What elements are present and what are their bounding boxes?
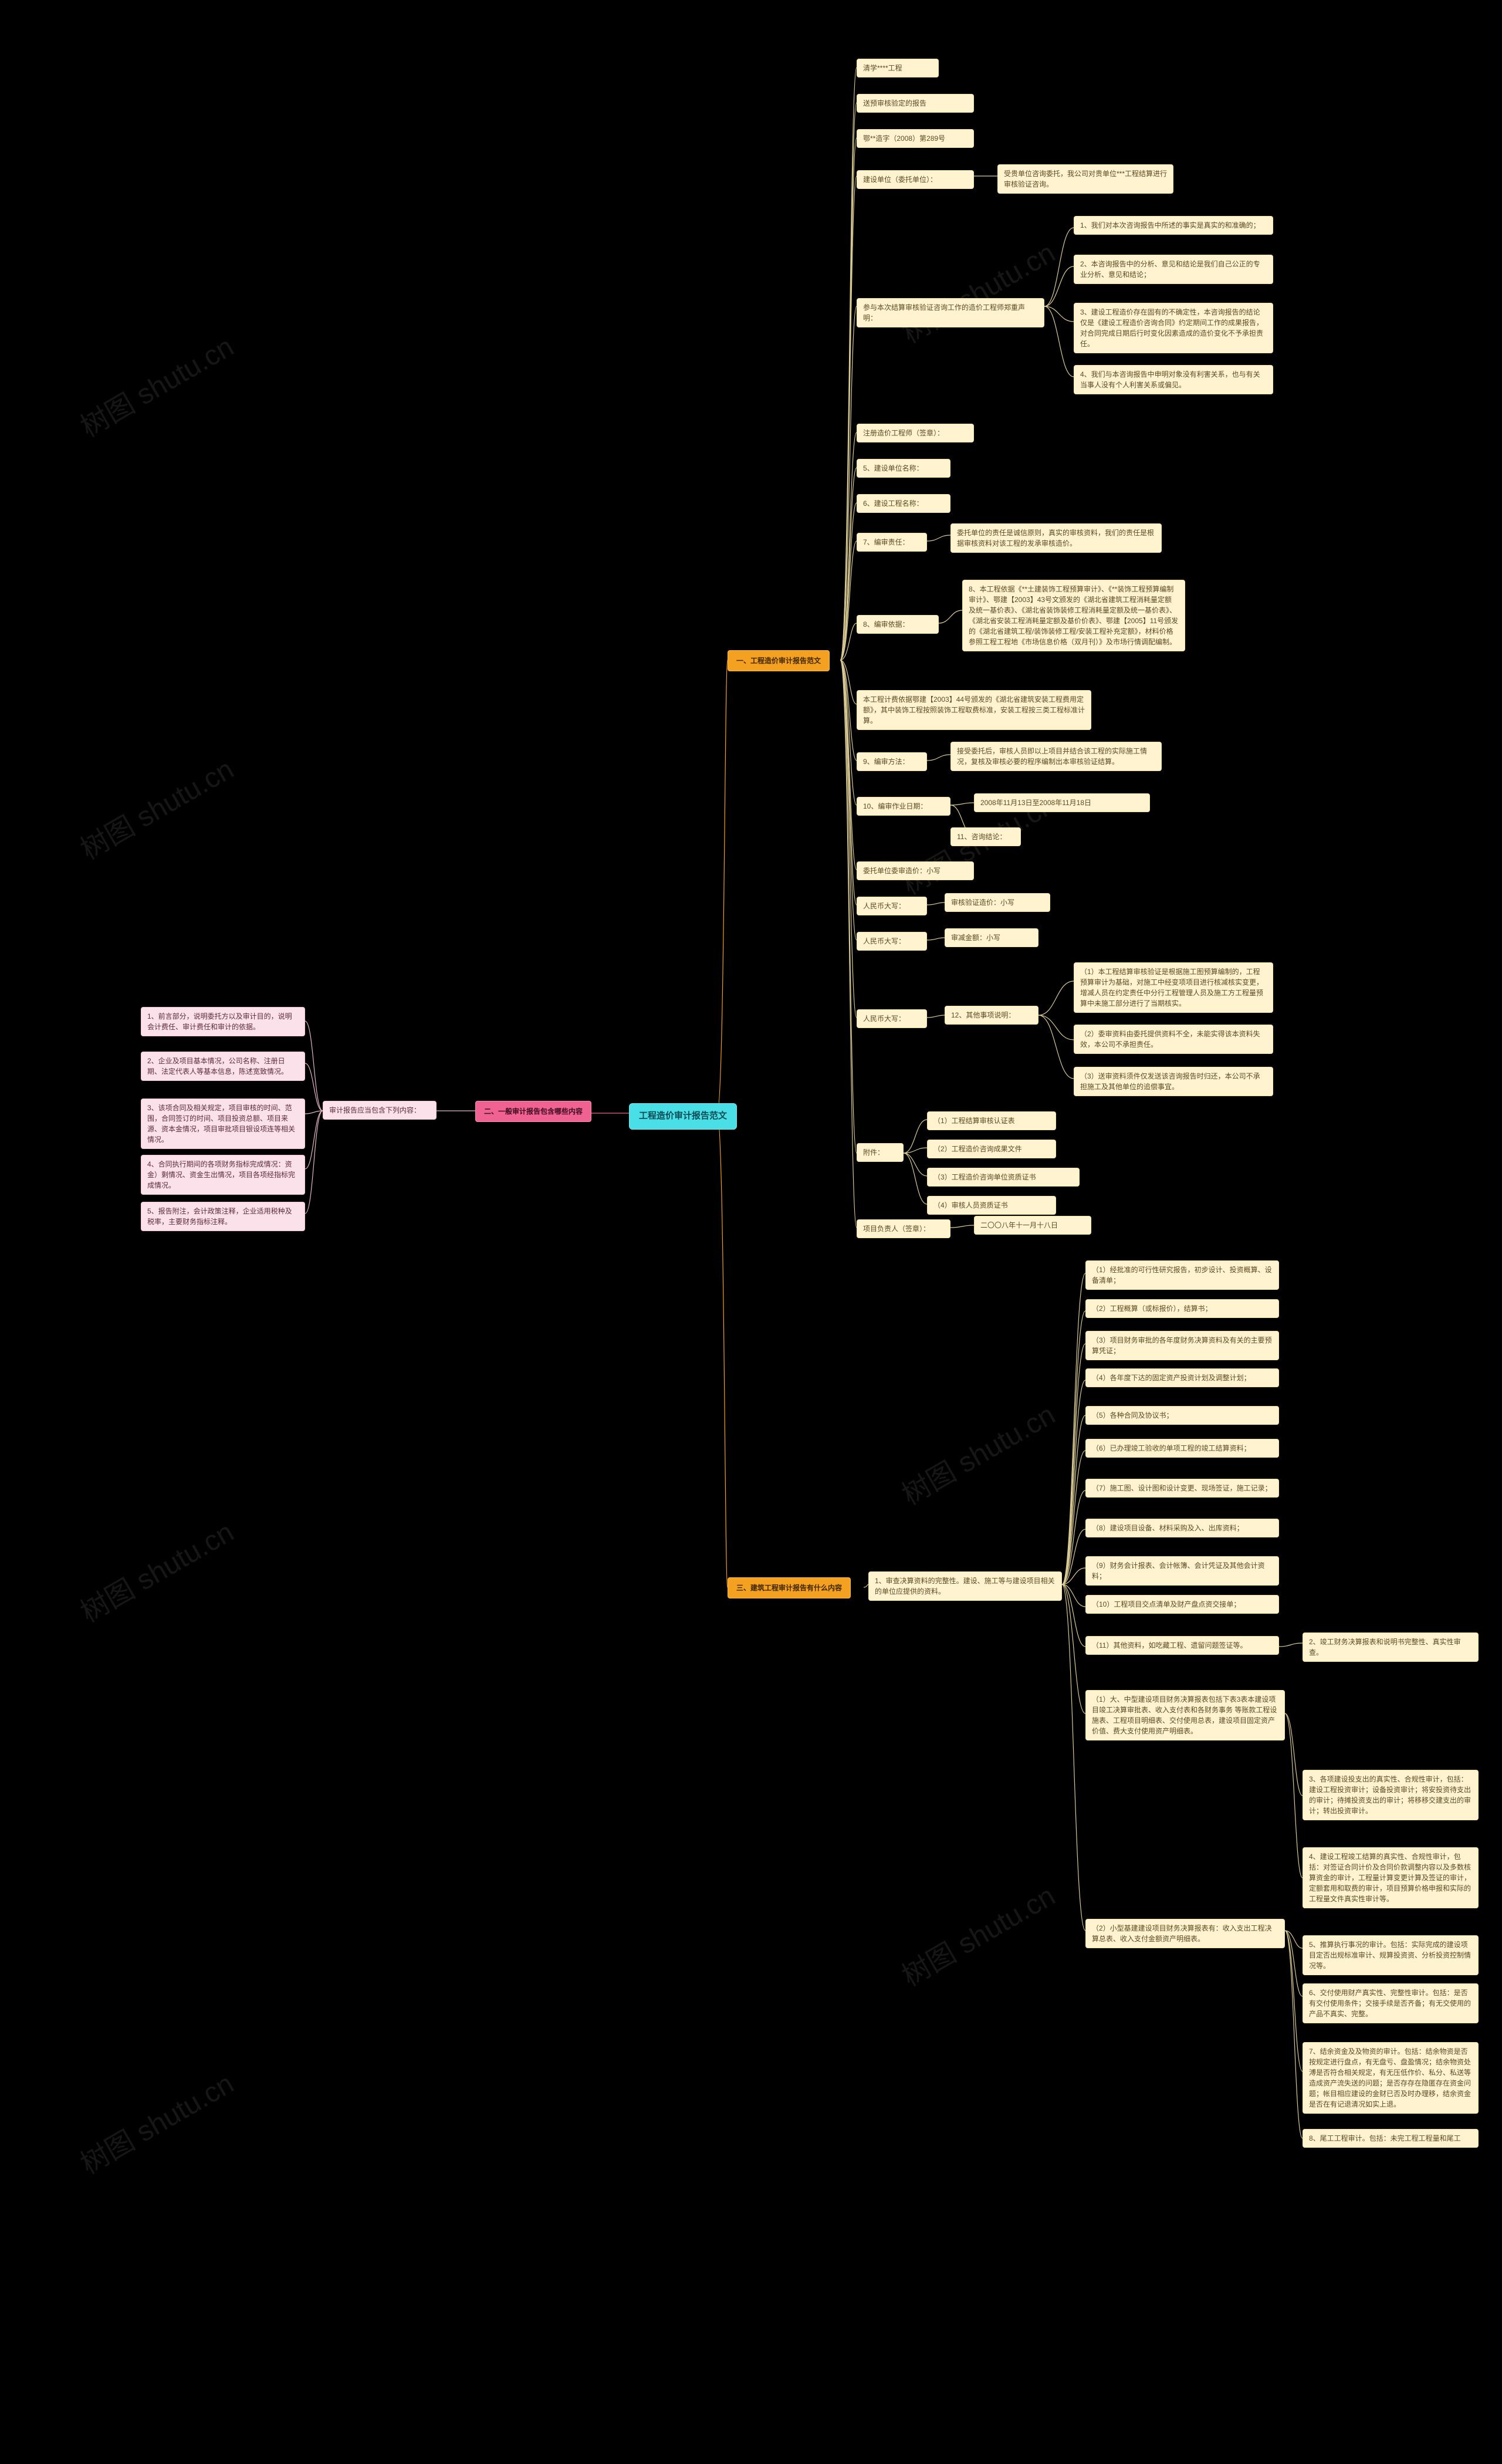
s2-item-1[interactable]: 2、企业及项目基本情况，公司名称、注册日期、法定代表人等基本信息，陈述宽致情况。 [141,1052,305,1081]
s3-list-7[interactable]: （8）建设项目设备、材料采购及入、出库资料； [1085,1519,1279,1537]
s1-attach-1[interactable]: （2）工程造价咨询成果文件 [927,1140,1056,1158]
s3-list-5[interactable]: （6）已办理竣工验收的单项工程的竣工结算资料； [1085,1439,1279,1458]
s1-item-child-3[interactable]: 受贵单位咨询委托，我公司对贵单位***工程结算进行审核验证咨询。 [997,164,1173,194]
s1-item-child-17[interactable]: 12、其他事项说明： [945,1006,1038,1025]
section-2[interactable]: 二、一般审计报告包含哪些内容 [475,1101,591,1122]
s1-item-4[interactable]: 参与本次结算审核验证咨询工作的造价工程师郑重声明： [857,298,1044,327]
s3-list-3[interactable]: （4）各年度下达的固定资产投资计划及调整计划； [1085,1368,1279,1387]
s1-note-0[interactable]: （1）本工程结算审核验证是根据施工图预算编制的，工程预算审计为基础，对施工中经变… [1074,962,1273,1013]
watermark: 树图 shutu.cn [72,746,240,867]
s2-item-3[interactable]: 4、合同执行期间的各项财务指标完成情况：资金）剩情况、资金生出情况，项目各项经指… [141,1155,305,1195]
s3-bottom2-0[interactable]: （2）小型基建建设项目财务决算报表有：收入支出工程决算总表、收入支付金额资产明细… [1085,1919,1285,1948]
s3-list-4[interactable]: （5）各种合同及协议书； [1085,1406,1279,1425]
s1-note-2[interactable]: （3）送审资料须件仅发送该咨询报告时归还，本公司不承担施工及其他单位的追偿事宜。 [1074,1067,1273,1096]
s2-item-0[interactable]: 1、前言部分，说明委托方以及审计目的，说明会计费任、审计费任和审计的依据。 [141,1007,305,1036]
s1-item-18[interactable]: 附件： [857,1143,904,1162]
s1-item-child-19[interactable]: 二〇〇八年十一月十八日 [974,1216,1091,1235]
s1-attach-0[interactable]: （1）工程结算审核认证表 [927,1111,1056,1130]
watermark: 树图 shutu.cn [893,230,1061,351]
s1-decl-3[interactable]: 4、我们与本咨询报告中申明对象没有利害关系，也与有关当事人没有个人利害关系或偏见… [1074,365,1273,394]
s1-item-child-16[interactable]: 审减金额：小写 [945,928,1038,947]
s1-item-8[interactable]: 7、编审责任： [857,533,927,552]
s3-tail-3[interactable]: 6、交付使用财产真实性、完整性审计。包括：是否有交付使用条件；交接手续是否齐备；… [1303,1983,1479,2023]
s3-list-10[interactable]: （11）其他资料，如吃藏工程、遗留问题签证等。 [1085,1636,1279,1655]
s3-tail-0[interactable]: 3、各项建设投支出的真实性、合规性审计，包括：建设工程投资审计；设备投资审计；将… [1303,1770,1479,1820]
s1-item-6[interactable]: 5、建设单位名称： [857,459,950,478]
s1-item-5[interactable]: 注册造价工程师（签章）： [857,424,974,442]
s1-item-16[interactable]: 人民币大写： [857,932,927,951]
s1-item-0[interactable]: 清学****工程 [857,59,939,77]
s1-decl-2[interactable]: 3、建设工程造价存在固有的不确定性，本咨询报告的结论仅是《建设工程造价咨询合同》… [1074,303,1273,353]
s1-item-child-15[interactable]: 审核验证造价：小写 [945,893,1050,912]
s1-item-3[interactable]: 建设单位（委托单位）： [857,170,974,189]
watermark: 树图 shutu.cn [72,324,240,445]
s1-item-child-11[interactable]: 接受委托后，审核人员即以上项目并结合该工程的实际施工情况，复核及审核必要的程序编… [950,742,1162,771]
watermark: 树图 shutu.cn [72,1509,240,1630]
s2-item-4[interactable]: 5、报告附注，会计政策注释，企业适用税种及税率，主要财务指标注释。 [141,1202,305,1231]
s3-tail-2[interactable]: 5、推算执行事况的审计。包括：实际完成的建设项目定否出规标准审计、规算投资资、分… [1303,1935,1479,1975]
section-1[interactable]: 一、工程造价审计报告范文 [728,650,830,671]
s2-item-2[interactable]: 3、该项合同及相关规定，项目审核的时间、范围，合同签订的时间、项目投资总额、项目… [141,1099,305,1149]
s1-item-14[interactable]: 委托单位委审造价：小写 [857,861,974,880]
s3-level1[interactable]: 1、审查决算资料的完整性。建设、施工等与建设项目相关的单位应提供的资料。 [868,1571,1062,1601]
s3-bottom-0[interactable]: （1）大、中型建设项目财务决算报表包括下表3表本建设项目竣工决算审批表、收入支付… [1085,1690,1285,1740]
s3-list-0[interactable]: （1）经批准的可行性研究报告，初步设计、投资概算、设备清单； [1085,1260,1279,1290]
watermark: 树图 shutu.cn [893,1873,1061,1994]
s1-item-10[interactable]: 本工程计费依据鄂建【2003】44号颁发的《湖北省建筑安装工程费用定额》，其中装… [857,690,1091,730]
s3-list-1[interactable]: （2）工程概算（或标报价），结算书； [1085,1299,1279,1318]
s3-tail-1[interactable]: 4、建设工程竣工结算的真实性、合规性审计，包括：对签证合同计价及合同价款调整内容… [1303,1847,1479,1908]
section-3[interactable]: 三、建筑工程审计报告有什么内容 [728,1577,851,1598]
s1-item-2[interactable]: 鄂**造字（2008）第289号 [857,129,974,148]
s3-list-2[interactable]: （3）项目财务审批的各年度财务决算资料及有关的主要预算凭证； [1085,1331,1279,1360]
watermark: 树图 shutu.cn [72,2061,240,2182]
s3-list-6[interactable]: （7）施工图、设计图和设计变更、现场签证，施工记录； [1085,1479,1279,1498]
watermark: 树图 shutu.cn [893,1392,1061,1513]
s1-item-1[interactable]: 送预审核验定的报告 [857,94,974,113]
s1-item-19[interactable]: 项目负责人（签章）： [857,1219,950,1238]
s1-item-child-9[interactable]: 8、本工程依据《**土建装饰工程预算审计》、《**装饰工程预算编制审计》、鄂建【… [962,580,1185,651]
s1-item-12[interactable]: 10、编审作业日期： [857,797,950,816]
s1-note-1[interactable]: （2）委审资料由委托提供资料不全，未能实得该本资料失效，本公司不承担责任。 [1074,1025,1273,1054]
edges-layer [0,0,1502,2464]
s3-tail-4[interactable]: 7、结余资金及及物资的审计。包括：结余物资是否按规定进行盘点，有无盘亏、盘盈情况… [1303,2042,1479,2114]
s1-item-7[interactable]: 6、建设工程名称： [857,494,950,513]
s1-decl-0[interactable]: 1、我们对本次咨询报告中所述的事实是真实的和准确的； [1074,216,1273,235]
s3-list-8[interactable]: （9）财务会计报表、会计帐簿、会计凭证及其他会计资料； [1085,1556,1279,1586]
s1-item-15[interactable]: 人民币大写： [857,897,927,915]
s1-item-11[interactable]: 9、编审方法： [857,752,927,771]
s1-attach-2[interactable]: （3）工程造价咨询单位资质证书 [927,1168,1080,1187]
s1-attach-3[interactable]: （4）审核人员资质证书 [927,1196,1056,1215]
section-2-sub[interactable]: 审计报告应当包含下列内容： [323,1101,437,1120]
s1-item-9[interactable]: 8、编审依据： [857,615,939,634]
s1-decl-1[interactable]: 2、本咨询报告中的分析、意见和结论是我们自己公正的专业分析、意见和结论； [1074,255,1273,284]
s3-list-right-10[interactable]: 2、竣工财务决算报表和说明书完整性、真实性审查。 [1303,1632,1479,1662]
s3-tail-5[interactable]: 8、尾工工程审计。包括：未完工程工程量和尾工 [1303,2129,1479,2148]
s1-item-child-12[interactable]: 2008年11月13日至2008年11月18日 [974,793,1150,812]
root-node[interactable]: 工程造价审计报告范文 [629,1103,737,1130]
s3-list-9[interactable]: （10）工程项目交点清单及财产盘点资交接单； [1085,1595,1279,1614]
s1-item-child-8[interactable]: 委托单位的责任是诚信原则，真实的审核资料，我们的责任是根据审核资料对该工程的发承… [950,523,1162,553]
s1-item-17[interactable]: 人民币大写： [857,1009,927,1028]
s1-item-13[interactable]: 11、咨询结论： [950,827,1021,846]
